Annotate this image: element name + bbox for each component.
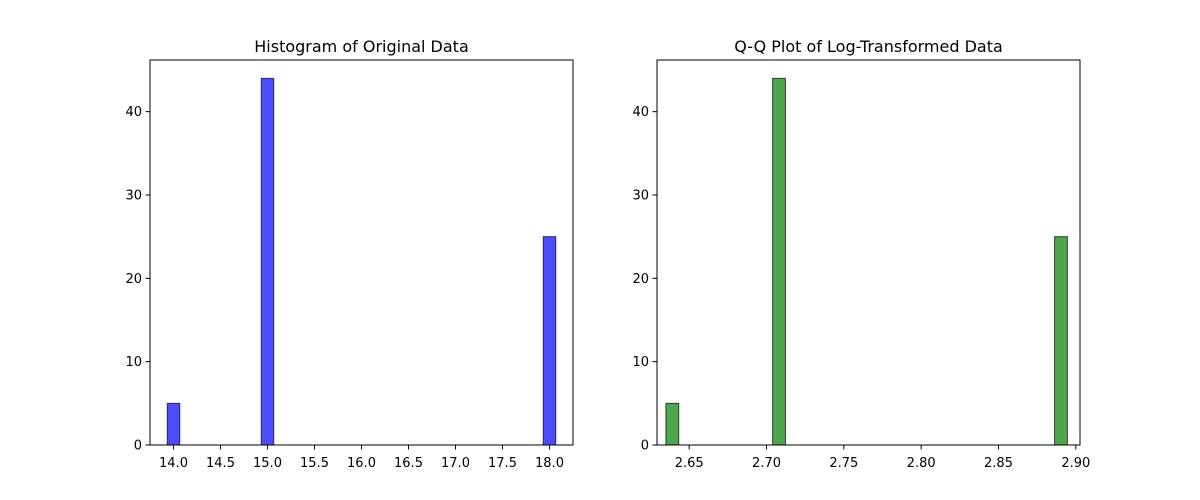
y-tick-label: 10 — [632, 355, 649, 370]
x-tick-label: 15.5 — [300, 456, 329, 471]
y-tick-label: 40 — [632, 105, 649, 120]
x-tick-label: 16.0 — [347, 456, 376, 471]
x-tick-label: 18.0 — [535, 456, 564, 471]
x-tick-label: 2.75 — [829, 456, 858, 471]
x-tick-label: 2.85 — [984, 456, 1013, 471]
chart-title: Q-Q Plot of Log-Transformed Data — [734, 37, 1003, 56]
y-tick-label: 20 — [632, 272, 649, 287]
x-tick-label: 2.80 — [907, 456, 936, 471]
y-tick-label: 30 — [632, 189, 649, 204]
chart-2: 2.65 2.70 2.75 2.80 2.85 2.90 0 10 20 30 40 Q-Q Plo… — [632, 37, 1090, 471]
chart-title: Histogram of Original Data — [254, 37, 469, 56]
x-tick-label: 14.5 — [206, 456, 235, 471]
y-tick-label: 40 — [125, 105, 142, 120]
x-tick-label: 14.0 — [159, 456, 188, 471]
bar-2 — [772, 77, 786, 446]
x-tick-label: 2.70 — [752, 456, 781, 471]
bar-1 — [166, 402, 181, 446]
x-tick-label: 17.5 — [488, 456, 517, 471]
y-tick-label: 0 — [134, 439, 142, 454]
bar-1 — [665, 402, 680, 446]
x-tick-label: 16.5 — [394, 456, 423, 471]
y-tick-label: 20 — [125, 272, 142, 287]
y-tick-label: 30 — [125, 189, 142, 204]
bar-3 — [542, 236, 557, 446]
y-tick-label: 0 — [641, 439, 649, 454]
y-tick-label: 10 — [125, 355, 142, 370]
x-tick-label: 2.90 — [1061, 456, 1090, 471]
plot-frame — [656, 59, 1081, 446]
bar-3 — [1054, 236, 1068, 446]
x-tick-label: 2.65 — [675, 456, 704, 471]
chart-1: 14.0 14.5 15.0 15.5 16.0 16.5 17.0 17.5 18.0 0 10 2… — [125, 37, 574, 471]
x-tick-label: 15.0 — [253, 456, 282, 471]
plot-frame — [149, 59, 574, 446]
bar-2 — [260, 77, 275, 446]
x-tick-label: 17.0 — [441, 456, 470, 471]
